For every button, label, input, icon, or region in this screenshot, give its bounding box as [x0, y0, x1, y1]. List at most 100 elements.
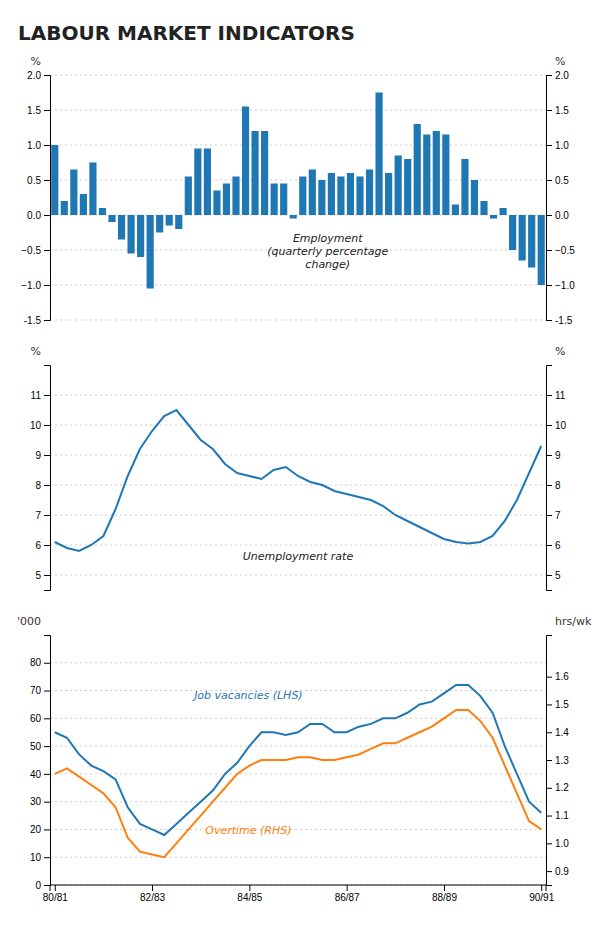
bar [423, 135, 430, 216]
tick-label: 80 [30, 657, 42, 668]
tick-mark [546, 732, 552, 733]
tick: 5 [35, 570, 50, 581]
tick: 1.2 [546, 782, 569, 793]
bar [471, 180, 478, 215]
tick-mark [546, 250, 552, 251]
bar [528, 215, 535, 268]
tick-mark [44, 802, 50, 803]
bar [519, 215, 526, 261]
axis-line [44, 76, 51, 321]
tick: 1.6 [546, 671, 569, 682]
tick: 1.5 [27, 105, 50, 116]
tick: 10 [546, 420, 567, 431]
tick-label: 30 [30, 796, 42, 807]
tick-label: 1.5 [27, 105, 41, 116]
bar [461, 159, 468, 215]
tick: 0.5 [27, 175, 50, 186]
tick-label: −1.0 [21, 280, 41, 291]
bar [452, 205, 459, 216]
tick-label: 1.3 [555, 755, 569, 766]
bar [318, 180, 325, 215]
bar [166, 215, 173, 226]
tick-mark [546, 843, 552, 844]
tick-mark [44, 75, 50, 76]
tick: 7 [35, 510, 50, 521]
chart-title: LABOUR MARKET INDICATORS [18, 21, 355, 45]
bar [89, 163, 96, 216]
bar [500, 208, 507, 215]
line [55, 710, 541, 857]
bar [232, 177, 239, 216]
tick-label: 7 [35, 510, 41, 521]
tick: 0.0 [546, 210, 569, 221]
bar [366, 170, 373, 216]
tick-label: 2.0 [555, 70, 569, 81]
tick-label: -1.5 [555, 315, 573, 326]
annotation-line: (quarterly percentage [267, 245, 388, 258]
bar [538, 215, 545, 285]
grid-line [50, 718, 546, 719]
tick-label: -1.5 [24, 315, 42, 326]
bar [70, 170, 77, 216]
tick-mark [55, 885, 56, 891]
tick-mark [546, 285, 552, 286]
tick: 0.9 [546, 866, 569, 877]
tick-label: 2.0 [27, 70, 41, 81]
tick: 1.4 [546, 727, 569, 738]
y-axis-label: '000 [17, 615, 41, 628]
bar [61, 201, 68, 215]
tick-mark [44, 691, 50, 692]
tick-mark [546, 871, 552, 872]
grid-line [50, 455, 546, 456]
y2-axis-label: % [555, 345, 565, 358]
bar [213, 191, 220, 216]
tick-mark [546, 485, 552, 486]
tick: 10 [30, 420, 50, 431]
bar [108, 215, 115, 222]
tick: -1.5 [546, 315, 573, 326]
grid-line [50, 746, 546, 747]
tick-mark [44, 575, 50, 576]
tick-mark [444, 885, 445, 891]
tick-mark [546, 677, 552, 678]
tick: 1.5 [546, 699, 569, 710]
bar [442, 135, 449, 216]
grid-line [50, 515, 546, 516]
line [55, 410, 541, 551]
tick-mark [546, 545, 552, 546]
tick-label: 50 [30, 741, 42, 752]
tick: 0.5 [546, 175, 569, 186]
tick-label: 0.0 [27, 210, 41, 221]
tick: 1.0 [546, 140, 569, 151]
grid [50, 75, 546, 320]
axis-line [44, 366, 51, 591]
tick-mark [44, 829, 50, 830]
axis-line [547, 366, 553, 591]
tick-mark [541, 885, 542, 891]
tick: 5 [546, 570, 561, 581]
grid-line [50, 145, 546, 146]
tick: 20 [30, 824, 50, 835]
bar [376, 93, 383, 216]
tick: 10 [30, 852, 50, 863]
annotation: Employment(quarterly percentagechange) [267, 232, 388, 271]
bar [99, 208, 106, 215]
tick-label: 11 [31, 390, 42, 401]
tick: 88/89 [432, 885, 457, 903]
tick-mark [44, 515, 50, 516]
tick: 7 [546, 510, 561, 521]
tick-label: −0.5 [21, 245, 41, 256]
y2-axis: 567891011 [546, 366, 567, 591]
tick-label: 9 [555, 450, 561, 461]
tick-mark [44, 718, 50, 719]
bar [261, 131, 268, 215]
tick: 9 [546, 450, 561, 461]
tick-mark [44, 110, 50, 111]
grid-line [50, 395, 546, 396]
tick: 8 [35, 480, 50, 491]
bar [80, 194, 87, 215]
bar [490, 215, 497, 219]
tick: 1.5 [546, 105, 569, 116]
bar [509, 215, 516, 250]
bar [185, 177, 192, 216]
